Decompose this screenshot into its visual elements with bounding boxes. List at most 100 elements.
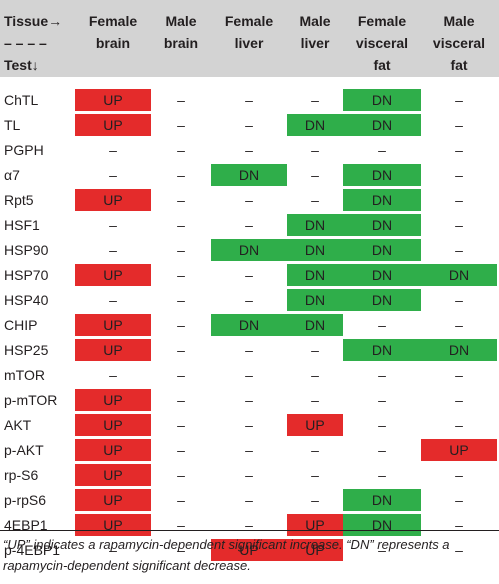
cell-up: UP (75, 389, 151, 411)
cell-no-change: – (177, 367, 185, 383)
cell-dn: DN (211, 314, 287, 336)
cell-no-change: – (455, 292, 463, 308)
cell-up: UP (287, 514, 343, 536)
table-bottom-rule (0, 530, 499, 531)
cell-no-change: – (455, 417, 463, 433)
row-label: TL (4, 117, 21, 133)
cell-no-change: – (455, 242, 463, 258)
cell-no-change: – (245, 467, 253, 483)
cell-no-change: – (311, 492, 319, 508)
cell-no-change: – (177, 492, 185, 508)
column-header-line: Female (88, 13, 138, 29)
column-header-line: Male (443, 13, 475, 29)
cell-no-change: – (245, 217, 253, 233)
cell-no-change: – (378, 417, 386, 433)
cell-dn: DN (343, 514, 421, 536)
cell-dn: DN (343, 489, 421, 511)
cell-no-change: – (177, 517, 185, 533)
cell-no-change: – (245, 367, 253, 383)
cell-no-change: – (378, 467, 386, 483)
cell-no-change: – (177, 92, 185, 108)
column-header-female-visceral-fat: Female visceral fat (343, 10, 421, 76)
column-header-female-liver: Female liver (211, 10, 287, 54)
cell-no-change: – (311, 142, 319, 158)
cell-no-change: – (378, 142, 386, 158)
cell-no-change: – (455, 142, 463, 158)
cell-no-change: – (177, 117, 185, 133)
corner-dashes: – – – – (4, 35, 47, 51)
row-label: AKT (4, 417, 32, 433)
cell-no-change: – (311, 442, 319, 458)
table-header: Tissue→ – – – – Test↓ Female brain Male … (0, 0, 499, 77)
table-row: PGPH – – – – – – (0, 138, 499, 163)
cell-no-change: – (177, 417, 185, 433)
table-row: HSP40 – – – DN DN – (0, 288, 499, 313)
cell-up: UP (75, 339, 151, 361)
row-label: p-AKT (4, 442, 44, 458)
cell-no-change: – (455, 92, 463, 108)
cell-no-change: – (177, 142, 185, 158)
row-label: CHIP (4, 317, 38, 333)
cell-no-change: – (109, 217, 117, 233)
row-label: HSF1 (4, 217, 40, 233)
cell-no-change: – (177, 192, 185, 208)
column-header-line: Male (165, 13, 197, 29)
row-label: HSP90 (4, 242, 49, 258)
cell-dn: DN (287, 314, 343, 336)
cell-dn: DN (287, 264, 343, 286)
cell-dn: DN (343, 189, 421, 211)
row-label: rp-S6 (4, 467, 39, 483)
cell-no-change: – (378, 392, 386, 408)
cell-no-change: – (177, 467, 185, 483)
table-row: HSP90– – DN DN DN – (0, 238, 499, 263)
cell-no-change: – (245, 442, 253, 458)
cell-dn: DN (211, 239, 287, 261)
cell-up: UP (75, 89, 151, 111)
row-label: α7 (4, 167, 20, 183)
cell-no-change: – (455, 217, 463, 233)
cell-dn: DN (287, 214, 343, 236)
cell-no-change: – (109, 292, 117, 308)
row-label: mTOR (4, 367, 45, 383)
column-header-line: liver (234, 35, 264, 51)
cell-no-change: – (311, 192, 319, 208)
cell-no-change: – (109, 242, 117, 258)
corner-header: Tissue→ – – – – Test↓ (4, 10, 62, 76)
cell-no-change: – (245, 192, 253, 208)
row-label: Rpt5 (4, 192, 34, 208)
row-label: HSP40 (4, 292, 49, 308)
cell-no-change: – (109, 142, 117, 158)
table-row: HSP25 UP – – – DN DN (0, 338, 499, 363)
column-header-line: brain (163, 35, 199, 51)
table-row: p-mTOR UP – – – – – (0, 388, 499, 413)
cell-dn: DN (287, 239, 343, 261)
cell-no-change: – (109, 542, 117, 558)
column-header-line: Female (357, 13, 407, 29)
cell-no-change: – (311, 467, 319, 483)
row-label: HSP70 (4, 267, 49, 283)
cell-no-change: – (245, 92, 253, 108)
table-row: mTOR – – – – – – (0, 363, 499, 388)
column-header-line: visceral (432, 35, 486, 51)
cell-no-change: – (245, 392, 253, 408)
cell-up: UP (75, 314, 151, 336)
row-label: p-rpS6 (4, 492, 47, 508)
cell-no-change: – (455, 317, 463, 333)
cell-no-change: – (311, 92, 319, 108)
cell-up: UP (75, 414, 151, 436)
column-header-line: visceral (355, 35, 409, 51)
cell-dn: DN (343, 339, 421, 361)
row-label: ChTL (4, 92, 39, 108)
cell-dn: DN (421, 264, 497, 286)
table-footnote: “UP” indicates a rapamycin-dependent sig… (3, 537, 450, 573)
table-row: ChTL UP – – – DN – (0, 88, 499, 113)
cell-no-change: – (177, 442, 185, 458)
cell-no-change: – (245, 267, 253, 283)
row-label: p-4EBP1 (4, 542, 61, 558)
cell-no-change: – (177, 392, 185, 408)
table-body: ChTL UP – – – DN – TL UP – – DN DN – PGPH – – – – – – α7– – DN –… (0, 88, 499, 563)
corner-tissue-label: Tissue→ (4, 13, 63, 29)
table-row: rp-S6 UP – – – – – (0, 463, 499, 488)
cell-up: UP (75, 489, 151, 511)
column-header-line: liver (300, 35, 330, 51)
